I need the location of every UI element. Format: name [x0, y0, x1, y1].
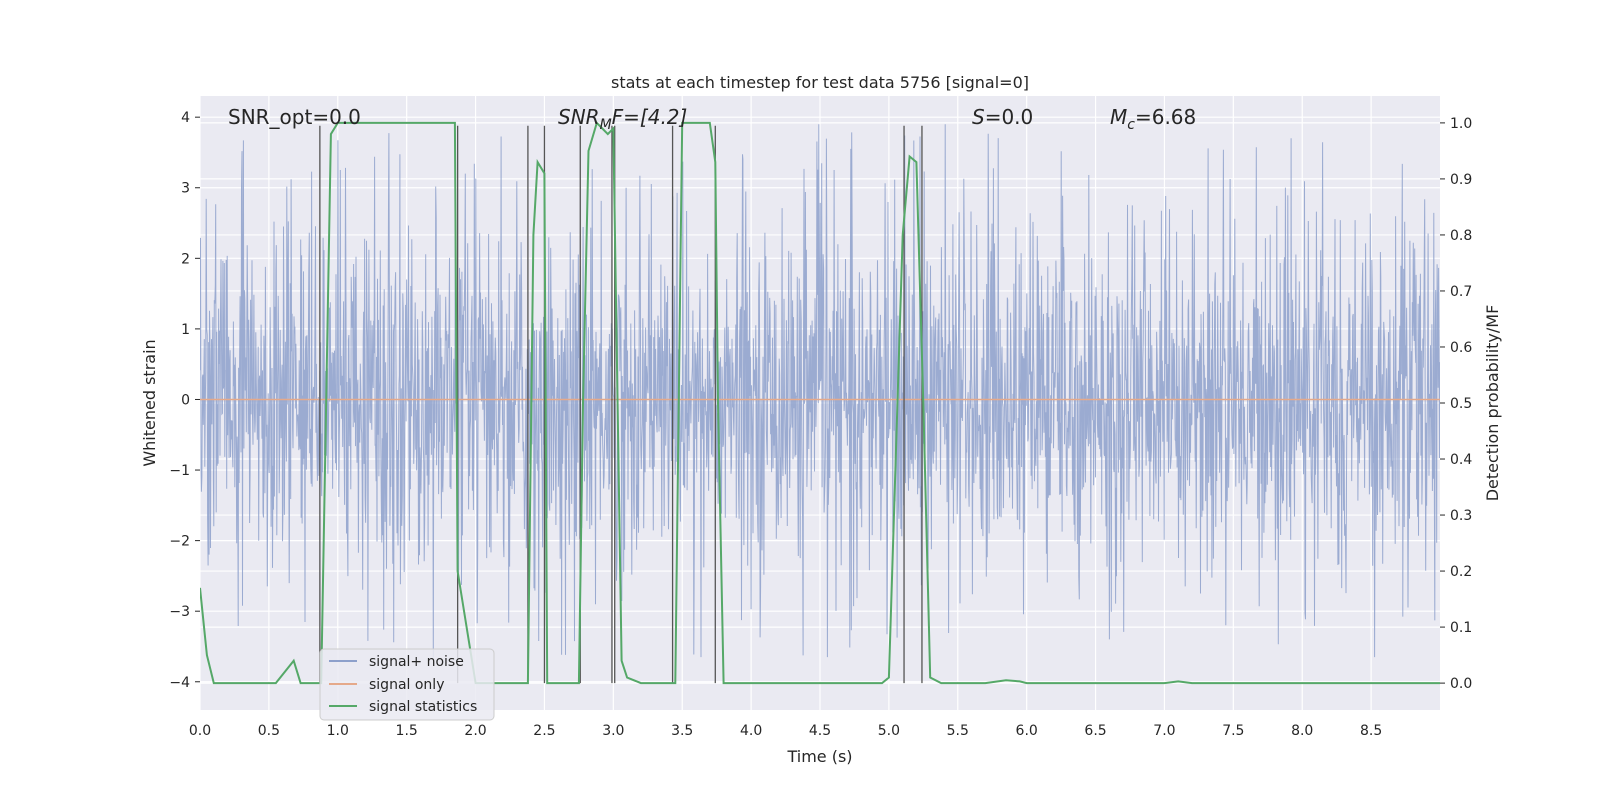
y-tick-label: −3 — [169, 604, 190, 620]
y2-tick-label: 0.8 — [1450, 228, 1472, 244]
annotation-mc: Mc=6.68 — [1110, 105, 1196, 133]
y2-axis-label: Detection probability/MF — [1483, 305, 1502, 502]
y2-tick-label: 0.0 — [1450, 676, 1472, 692]
series-signal-statistics-line — [200, 120, 1440, 685]
legend-label-signal-noise: signal+ noise — [369, 654, 464, 670]
x-tick-label: 7.0 — [1153, 723, 1175, 739]
x-tick-label: 5.0 — [878, 723, 900, 739]
x-tick-label: 5.5 — [947, 723, 969, 739]
y2-tick-label: 0.1 — [1450, 620, 1472, 636]
annotation-mc-sub: c — [1127, 117, 1135, 133]
chart-title: stats at each timestep for test data 575… — [611, 73, 1029, 92]
x-tick-label: 8.5 — [1360, 723, 1382, 739]
y2-tick-label: 0.5 — [1450, 396, 1472, 412]
x-tick-label: 4.0 — [740, 723, 762, 739]
x-tick-label: 6.5 — [1084, 723, 1106, 739]
x-tick-labels: 0.0 0.5 1.0 1.5 2.0 2.5 3.0 3.5 4.0 4.5 5.0 5.5 6.0 6… — [189, 723, 1382, 739]
x-tick-label: 0.5 — [258, 723, 280, 739]
annotation-snr-mf: SNRMF=[4.2] — [558, 105, 687, 133]
x-tick-label: 0.0 — [189, 723, 211, 739]
y-tick-label: −4 — [169, 675, 190, 691]
y-tick-labels: 4 3 2 1 0 −1 −2 −3 −4 — [169, 110, 200, 691]
annotation-snr-mf-main: SNR — [558, 105, 600, 129]
y2-tick-label: 0.2 — [1450, 564, 1472, 580]
y2-tick-label: 0.3 — [1450, 508, 1472, 524]
annotation-snr-mf-sub: M — [600, 117, 612, 133]
annotation-s-main: S — [972, 105, 985, 129]
y-tick-label: 4 — [181, 110, 190, 126]
y2-tick-labels: 1.0 0.9 0.8 0.7 0.6 0.5 0.4 0.3 0.2 0.1 0.0 — [1440, 116, 1472, 692]
x-tick-label: 2.5 — [533, 723, 555, 739]
x-tick-label: 1.0 — [327, 723, 349, 739]
legend-label-signal-statistics: signal statistics — [369, 699, 477, 715]
legend-label-signal-only: signal only — [369, 677, 444, 693]
x-tick-label: 8.0 — [1291, 723, 1313, 739]
y-tick-label: 2 — [181, 251, 190, 267]
x-axis-label: Time (s) — [786, 747, 852, 766]
annotation-snr-mf-rest: F=[4.2] — [612, 105, 688, 129]
y-tick-label: 1 — [181, 322, 190, 338]
y-tick-label: 0 — [181, 392, 190, 408]
x-tick-label: 3.5 — [671, 723, 693, 739]
annotation-s-rest: =0.0 — [985, 105, 1034, 129]
y2-tick-label: 0.4 — [1450, 452, 1472, 468]
x-tick-label: 7.5 — [1222, 723, 1244, 739]
x-tick-label: 3.0 — [602, 723, 624, 739]
annotation-mc-main: M — [1110, 105, 1127, 129]
y-tick-label: −2 — [169, 534, 190, 550]
legend: signal+ noise signal only signal statist… — [319, 648, 495, 721]
y-tick-label: 3 — [181, 181, 190, 197]
y-tick-label: −1 — [169, 463, 190, 479]
annotation-mc-rest: =6.68 — [1135, 105, 1196, 129]
y2-tick-label: 0.6 — [1450, 340, 1472, 356]
y2-tick-label: 0.7 — [1450, 284, 1472, 300]
x-tick-label: 1.5 — [396, 723, 418, 739]
y-axis-label: Whitened strain — [140, 339, 159, 466]
annotation-snr-opt: SNR_opt=0.0 — [228, 105, 361, 129]
y2-tick-label: 1.0 — [1450, 116, 1472, 132]
annotation-s: S=0.0 — [972, 105, 1033, 129]
x-tick-label: 4.5 — [809, 723, 831, 739]
y2-tick-label: 0.9 — [1450, 172, 1472, 188]
legend-box — [319, 648, 495, 721]
x-tick-label: 2.0 — [464, 723, 486, 739]
series-signal-noise-line — [200, 124, 1440, 658]
x-tick-label: 6.0 — [1016, 723, 1038, 739]
